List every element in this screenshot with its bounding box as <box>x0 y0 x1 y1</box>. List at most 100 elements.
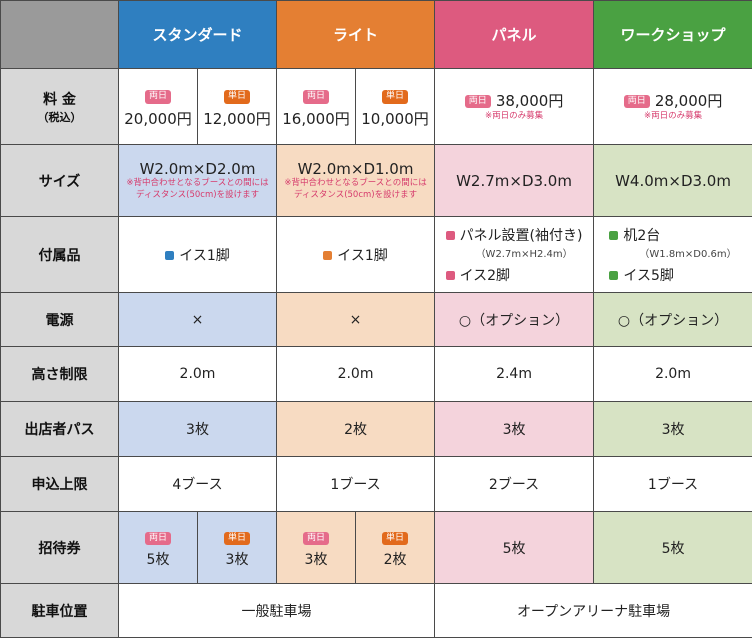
accessories-panel-2: イス2脚 <box>460 268 511 284</box>
limit-lite: 1ブース <box>277 457 435 512</box>
accessories-lite: イス1脚 <box>337 248 388 264</box>
size-standard-note-1: ※背中合わせとなるブースとの間には <box>119 178 276 189</box>
size-lite: W2.0m×D1.0m <box>277 160 434 178</box>
column-header-standard: スタンダード <box>119 1 277 69</box>
square-bullet-icon <box>165 251 174 260</box>
size-workshop: W4.0m×D3.0m <box>594 145 752 217</box>
size-standard-note-2: ディスタンス(50cm)を設けます <box>119 190 276 201</box>
invitation-standard-both: 5枚 <box>119 549 197 569</box>
accessories-panel-cell: パネル設置(袖付き) （W2.7m×H2.4m） イス2脚 <box>435 217 594 293</box>
row-label-price: 料 金 （税込） <box>1 69 119 145</box>
pass-lite: 2枚 <box>277 402 435 457</box>
invitation-standard-single-cell: 単日 3枚 <box>198 512 277 584</box>
accessories-panel-1-sub: （W2.7m×H2.4m） <box>446 245 583 260</box>
single-day-badge: 単日 <box>224 90 250 103</box>
row-label-limit: 申込上限 <box>1 457 119 512</box>
price-standard-single: 12,000円 <box>198 108 276 129</box>
price-lite-both: 16,000円 <box>277 108 355 129</box>
row-label-parking: 駐車位置 <box>1 584 119 638</box>
price-workshop: 28,000円 <box>655 92 723 110</box>
accessories-standard-cell: イス1脚 <box>119 217 277 293</box>
square-bullet-icon <box>609 271 618 280</box>
both-days-badge: 両日 <box>465 95 491 108</box>
price-lite-both-cell: 両日 16,000円 <box>277 69 356 145</box>
single-day-badge: 単日 <box>224 532 250 545</box>
power-workshop: ○（オプション） <box>594 293 752 347</box>
both-days-badge: 両日 <box>624 95 650 108</box>
parking-row: 駐車位置 一般駐車場 オープンアリーナ駐車場 <box>1 584 752 638</box>
size-standard: W2.0m×D2.0m <box>119 160 276 178</box>
row-label-power: 電源 <box>1 293 119 347</box>
height-standard: 2.0m <box>119 347 277 402</box>
price-standard-both: 20,000円 <box>119 108 197 129</box>
size-row: サイズ W2.0m×D2.0m ※背中合わせとなるブースとの間には ディスタンス… <box>1 145 752 217</box>
size-lite-note-1: ※背中合わせとなるブースとの間には <box>277 178 434 189</box>
power-panel: ○（オプション） <box>435 293 594 347</box>
price-workshop-cell: 両日 28,000円 ※両日のみ募集 <box>594 69 752 145</box>
accessories-workshop-1: 机2台 <box>623 228 660 244</box>
column-header-panel: パネル <box>435 1 594 69</box>
row-label-height: 高さ制限 <box>1 347 119 402</box>
limit-workshop: 1ブース <box>594 457 752 512</box>
accessories-standard: イス1脚 <box>179 248 230 264</box>
power-row: 電源 × × ○（オプション） ○（オプション） <box>1 293 752 347</box>
invitation-row: 招待券 両日 5枚 単日 3枚 両日 3枚 単日 2枚 5枚 5枚 <box>1 512 752 584</box>
parking-general: 一般駐車場 <box>119 584 435 638</box>
price-label-sub: （税込） <box>1 109 118 125</box>
column-header-workshop: ワークショップ <box>594 1 752 69</box>
limit-row: 申込上限 4ブース 1ブース 2ブース 1ブース <box>1 457 752 512</box>
power-lite: × <box>277 293 435 347</box>
invitation-lite-single: 2枚 <box>356 549 434 569</box>
accessories-workshop-cell: 机2台 （W1.8m×D0.6m） イス5脚 <box>594 217 752 293</box>
price-panel-cell: 両日 38,000円 ※両日のみ募集 <box>435 69 594 145</box>
accessories-lite-cell: イス1脚 <box>277 217 435 293</box>
pass-workshop: 3枚 <box>594 402 752 457</box>
height-row: 高さ制限 2.0m 2.0m 2.4m 2.0m <box>1 347 752 402</box>
price-standard-single-cell: 単日 12,000円 <box>198 69 277 145</box>
invitation-lite-both-cell: 両日 3枚 <box>277 512 356 584</box>
corner-cell <box>1 1 119 69</box>
invitation-workshop: 5枚 <box>594 512 752 584</box>
size-lite-note-2: ディスタンス(50cm)を設けます <box>277 190 434 201</box>
row-label-accessories: 付属品 <box>1 217 119 293</box>
both-days-badge: 両日 <box>145 90 171 103</box>
column-header-lite: ライト <box>277 1 435 69</box>
row-label-invitation: 招待券 <box>1 512 119 584</box>
row-label-size: サイズ <box>1 145 119 217</box>
pass-standard: 3枚 <box>119 402 277 457</box>
square-bullet-icon <box>609 231 618 240</box>
price-label: 料 金 <box>1 89 118 109</box>
price-standard-both-cell: 両日 20,000円 <box>119 69 198 145</box>
size-standard-cell: W2.0m×D2.0m ※背中合わせとなるブースとの間には ディスタンス(50c… <box>119 145 277 217</box>
row-label-pass: 出店者パス <box>1 402 119 457</box>
price-lite-single: 10,000円 <box>356 108 434 129</box>
square-bullet-icon <box>323 251 332 260</box>
accessories-row: 付属品 イス1脚 イス1脚 パネル設置(袖付き) （W2.7m×H2.4m） イ… <box>1 217 752 293</box>
header-row: スタンダード ライト パネル ワークショップ <box>1 1 752 69</box>
height-lite: 2.0m <box>277 347 435 402</box>
price-row: 料 金 （税込） 両日 20,000円 単日 12,000円 両日 16,000… <box>1 69 752 145</box>
size-lite-cell: W2.0m×D1.0m ※背中合わせとなるブースとの間には ディスタンス(50c… <box>277 145 435 217</box>
price-panel: 38,000円 <box>496 92 564 110</box>
height-workshop: 2.0m <box>594 347 752 402</box>
price-panel-note: ※両日のみ募集 <box>435 111 593 122</box>
both-days-badge: 両日 <box>303 90 329 103</box>
invitation-lite-both: 3枚 <box>277 549 355 569</box>
both-days-badge: 両日 <box>145 532 171 545</box>
limit-standard: 4ブース <box>119 457 277 512</box>
price-lite-single-cell: 単日 10,000円 <box>356 69 435 145</box>
price-workshop-note: ※両日のみ募集 <box>594 111 752 122</box>
accessories-workshop-2: イス5脚 <box>623 268 674 284</box>
accessories-panel-1: パネル設置(袖付き) <box>460 228 583 244</box>
height-panel: 2.4m <box>435 347 594 402</box>
power-standard: × <box>119 293 277 347</box>
pass-row: 出店者パス 3枚 2枚 3枚 3枚 <box>1 402 752 457</box>
both-days-badge: 両日 <box>303 532 329 545</box>
single-day-badge: 単日 <box>382 90 408 103</box>
accessories-workshop-1-sub: （W1.8m×D0.6m） <box>609 245 736 260</box>
invitation-lite-single-cell: 単日 2枚 <box>356 512 435 584</box>
invitation-panel: 5枚 <box>435 512 594 584</box>
pass-panel: 3枚 <box>435 402 594 457</box>
size-panel: W2.7m×D3.0m <box>435 145 594 217</box>
